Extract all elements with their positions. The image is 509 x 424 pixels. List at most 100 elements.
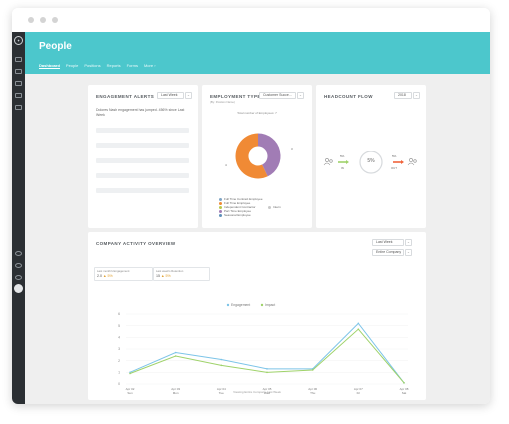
x-tick-day: Sun [127, 391, 133, 395]
x-tick-label: Apr 03 [171, 387, 180, 391]
x-tick-label: Apr 07 [354, 387, 363, 391]
legend-item: Intern [268, 205, 281, 209]
headcount-circle [359, 151, 383, 174]
y-tick-label: 2 [118, 359, 120, 363]
data-point-engagement[interactable] [357, 322, 360, 325]
x-tick-label: Apr 08 [400, 387, 409, 391]
chevron-down-icon[interactable]: ⌄ [297, 92, 304, 99]
data-point-engagement[interactable] [129, 371, 131, 374]
window-maximize-dot[interactable] [52, 17, 58, 23]
window-close-dot[interactable] [28, 17, 34, 23]
data-point-engagement[interactable] [266, 368, 268, 370]
legend-item: Part Time Employee [219, 209, 251, 213]
activity-overview-card: COMPANY ACTIVITY OVERVIEW Last Week ⌄ En… [88, 232, 426, 400]
legend-item: Full Time Contract Employee [219, 197, 263, 201]
employment-type-card: EMPLOYMENT TYPE (By: Position Name) Cust… [202, 85, 312, 228]
employment-type-title: EMPLOYMENT TYPE [210, 94, 261, 99]
positions-icon[interactable] [15, 81, 22, 86]
logo-icon[interactable]: ✦ [14, 36, 23, 45]
stat-label: Last week's Retention [156, 269, 184, 273]
engagement-alerts-title: ENGAGEMENT ALERTS [96, 94, 155, 99]
engagement-period-select[interactable]: Last Week [157, 92, 184, 99]
engagement-alert-text: Dolores Nash engagement has jumped. 456%… [96, 108, 185, 117]
nav-positions[interactable]: Positions [84, 63, 101, 68]
nav-dashboard[interactable]: Dashboard [39, 63, 60, 69]
data-point-impact[interactable] [311, 369, 314, 371]
window-titlebar [12, 8, 490, 32]
legend-swatch [268, 205, 271, 209]
data-point-impact[interactable] [357, 328, 360, 330]
chevron-down-icon[interactable]: ⌄ [405, 239, 412, 246]
dashboard-icon[interactable] [15, 57, 22, 62]
data-point-impact[interactable] [266, 371, 268, 374]
stat-value: 15 ▲ 5% [156, 274, 171, 278]
employment-filter-select[interactable]: Customer Succe... [259, 92, 296, 99]
window-minimize-dot[interactable] [40, 17, 46, 23]
stat-label: Last month's Engagement [97, 269, 130, 273]
nav-more[interactable]: More › [143, 63, 156, 68]
page-header: People Dashboard People Positions Report… [25, 32, 490, 74]
headcount-center-value: 5% [367, 158, 375, 164]
headcount-out-value: 5% [392, 154, 397, 158]
legend-item: Seasonal Employee [219, 213, 251, 217]
data-point-impact[interactable] [403, 382, 405, 384]
data-point-impact[interactable] [220, 364, 223, 367]
donut-slice-full-time-employee[interactable] [235, 133, 268, 179]
headcount-in-value: 5% [340, 154, 345, 158]
people-icon[interactable] [15, 69, 22, 74]
header-nav: Dashboard People Positions Reports Forms… [39, 63, 156, 69]
reports-icon[interactable] [15, 93, 22, 98]
placeholder-row [96, 158, 189, 163]
headcount-flow-diagram [323, 151, 417, 174]
activity-period-select[interactable]: Last Week [372, 239, 404, 246]
x-tick-label: Apr 06 [308, 387, 317, 391]
employment-type-subtitle: (By: Position Name) [210, 100, 235, 104]
forms-icon[interactable] [15, 105, 22, 110]
placeholder-row [96, 188, 189, 193]
legend-item: Full Time Employee [219, 201, 250, 205]
nav-reports[interactable]: Reports [106, 63, 121, 68]
search-icon[interactable] [15, 251, 22, 256]
headcount-year-select[interactable]: 2018 [394, 92, 412, 99]
x-tick-day: Wed [264, 391, 270, 395]
x-tick-label: Apr 05 [263, 387, 272, 391]
legend-item: Independent Contractor [219, 205, 256, 209]
chevron-down-icon[interactable]: ⌄ [405, 249, 412, 256]
help-icon[interactable] [15, 263, 22, 268]
headcount-in-label: IN [341, 166, 344, 170]
page-title: People [39, 41, 72, 52]
sidebar: ✦ [12, 32, 25, 404]
dashboard-content: ENGAGEMENT ALERTS Last Week ⌄ Dolores Na… [25, 74, 490, 404]
data-point-engagement[interactable] [174, 351, 177, 354]
chevron-down-icon[interactable]: ⌄ [413, 92, 420, 99]
engagement-alerts-card: ENGAGEMENT ALERTS Last Week ⌄ Dolores Na… [88, 85, 198, 228]
placeholder-row [96, 173, 189, 178]
data-point-engagement[interactable] [220, 358, 223, 361]
x-tick-label: Apr 02 [126, 387, 135, 391]
series-line-engagement[interactable] [129, 322, 405, 384]
data-point-impact[interactable] [129, 372, 131, 375]
headcount-out-label: OUT [391, 166, 397, 170]
user-avatar[interactable] [14, 284, 23, 293]
x-tick-day: Mon [173, 391, 179, 395]
legend-swatch [260, 303, 264, 307]
legend-label: Engagement [231, 303, 250, 307]
y-tick-label: 5 [118, 324, 120, 328]
settings-icon[interactable] [15, 275, 22, 280]
x-tick-day: Fri [357, 391, 361, 395]
chevron-down-icon[interactable]: ⌄ [185, 92, 192, 99]
nav-people[interactable]: People [65, 63, 79, 68]
y-tick-label: 0 [118, 382, 120, 386]
y-tick-label: 3 [118, 347, 120, 351]
legend-swatch [219, 205, 222, 209]
donut-slice-part-time-employee[interactable] [257, 133, 281, 177]
nav-forms[interactable]: Forms [126, 63, 138, 68]
activity-scope-select[interactable]: Entire Company [372, 249, 404, 256]
engagement-stat-box: Last month's Engagement 2.0 ▲ 5% [94, 267, 153, 281]
people-in-icon [323, 158, 333, 166]
stat-value: 2.0 ▲ 5% [97, 274, 113, 278]
headcount-flow-title: HEADCOUNT FLOW [324, 94, 373, 99]
data-point-impact[interactable] [174, 355, 177, 357]
retention-stat-box: Last week's Retention 15 ▲ 5% [153, 267, 210, 281]
